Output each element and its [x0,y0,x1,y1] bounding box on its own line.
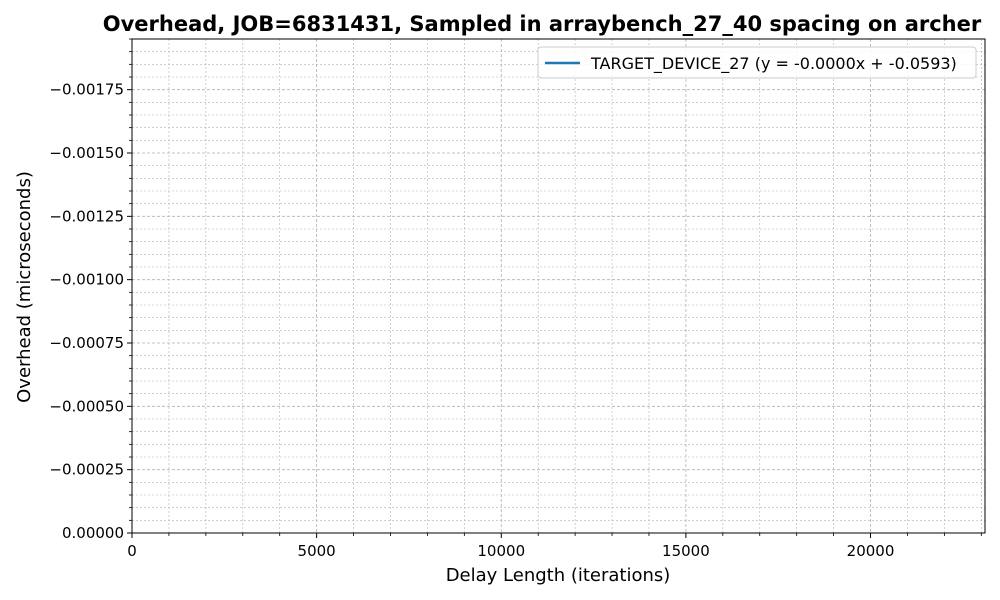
y-tick-label: −0.00050 [49,397,124,415]
y-tick-label: −0.00025 [49,461,124,479]
y-tick-label: 0.00000 [62,524,124,542]
legend: TARGET_DEVICE_27 (y = -0.0000x + -0.0593… [537,46,977,79]
tick-labels: 0 5000 10000 15000 20000 0.00000 −0.00025 −0.00… [49,81,894,560]
y-tick-label: −0.00125 [49,207,124,225]
major-gridlines [131,39,985,534]
y-tick-label: −0.00150 [49,144,124,162]
x-tick-label: 15000 [662,542,710,560]
plot-frame [131,38,986,534]
legend-box [537,46,977,79]
legend-label-target-device-27: TARGET_DEVICE_27 (y = -0.0000x + -0.0593… [590,54,957,74]
x-tick-label: 5000 [298,542,336,560]
axis-ticks [127,38,982,538]
y-tick-label: −0.00175 [49,81,124,99]
x-tick-label: 20000 [847,542,895,560]
x-tick-label: 10000 [477,542,525,560]
chart-title: Overhead, JOB=6831431, Sampled in arrayb… [103,12,982,36]
y-axis-label: Overhead (microseconds) [14,171,35,403]
y-tick-label: −0.00075 [49,334,124,352]
x-axis-label: Delay Length (iterations) [446,565,671,586]
x-tick-label: 0 [127,542,137,560]
y-tick-label: −0.00100 [49,271,124,289]
